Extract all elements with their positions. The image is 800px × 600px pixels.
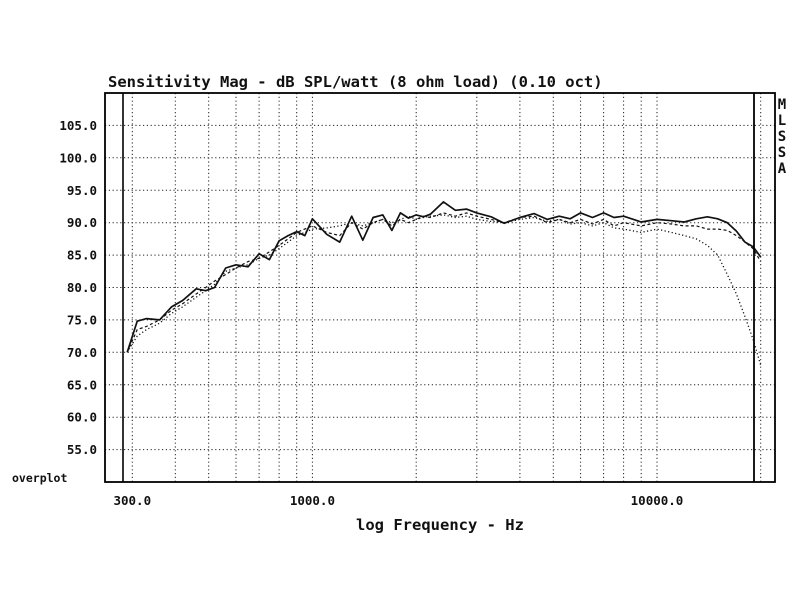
y-tick-label: 75.0	[67, 312, 97, 327]
right-legend-letter: A	[778, 161, 787, 177]
series-line-solid	[126, 201, 762, 353]
y-tick-label: 95.0	[67, 183, 97, 198]
y-tick-label: 100.0	[59, 150, 97, 165]
y-tick-label: 65.0	[67, 377, 97, 392]
x-tick-label: 1000.0	[290, 493, 335, 508]
plot-frame	[104, 92, 776, 483]
corner-label: overplot	[12, 471, 67, 485]
y-tick-label: 80.0	[67, 280, 97, 295]
y-tick-label: 70.0	[67, 345, 97, 360]
series-layer	[126, 201, 762, 366]
x-tick-label: 10000.0	[631, 493, 684, 508]
right-legend-letter: L	[778, 113, 786, 129]
y-tick-label: 85.0	[67, 248, 97, 263]
frame-layer	[104, 92, 776, 483]
chart-title: Sensitivity Mag - dB SPL/watt (8 ohm loa…	[108, 73, 603, 91]
y-tick-label: 60.0	[67, 410, 97, 425]
right-legend-letter: M	[778, 97, 786, 113]
y-tick-label: 90.0	[67, 215, 97, 230]
tick-label-layer: 105.0 100.0 95.0 90.0 85.0 80.0 75.0 70.0 65.0 60…	[59, 97, 786, 508]
x-axis-label: log Frequency - Hz	[356, 516, 524, 534]
right-legend-letter: S	[778, 129, 786, 145]
right-legend-letter: S	[778, 145, 786, 161]
x-tick-label: 300.0	[113, 493, 151, 508]
series-line-dotted	[126, 214, 762, 366]
y-tick-label: 55.0	[67, 442, 97, 457]
grid-layer	[105, 93, 775, 482]
text-layer: Sensitivity Mag - dB SPL/watt (8 ohm loa…	[12, 73, 603, 534]
y-tick-label: 105.0	[59, 118, 97, 133]
series-line-dashed	[126, 212, 762, 353]
